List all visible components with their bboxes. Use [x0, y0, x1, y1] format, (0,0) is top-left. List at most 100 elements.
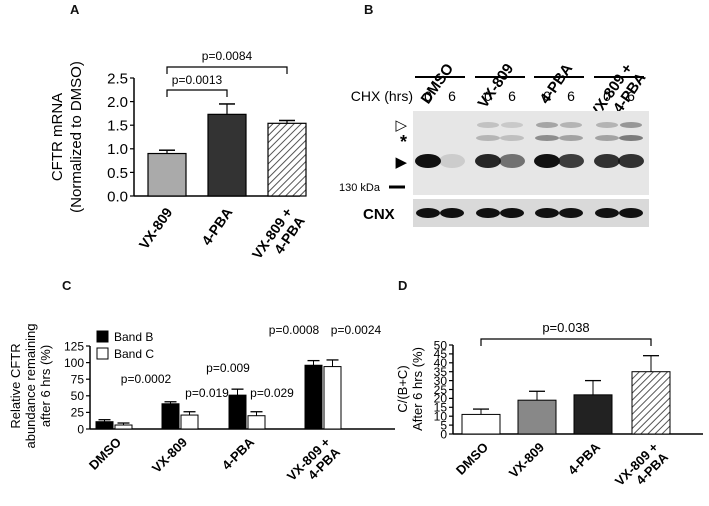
- a-significance-bracket: [166, 66, 288, 74]
- band-b: [594, 154, 620, 168]
- c-y-tick-label: 0: [77, 422, 84, 436]
- a-y-tick-label: 2.5: [107, 70, 128, 87]
- c-p-value: p=0.0002: [121, 372, 172, 386]
- cnx-label: CNX: [363, 206, 395, 223]
- d-x-tick-label: VX-809: [506, 440, 547, 481]
- d-y-label: After 6 hrs (%): [410, 347, 425, 431]
- c-y-tick-label: 25: [71, 406, 85, 420]
- band-b: [558, 154, 584, 168]
- band-c: [619, 135, 643, 141]
- d-y-tick-label: 45: [434, 347, 448, 361]
- a-y-label-group: CFTR mRNA (Normalized to DMSO): [49, 61, 85, 213]
- c-x-tick-label-group: VX-809: [149, 435, 190, 476]
- d-y-label-group: C/(B+C) After 6 hrs (%): [395, 347, 425, 431]
- c-y-tick-label: 100: [64, 356, 84, 370]
- c-legend-label: Band B: [114, 330, 153, 344]
- band-c: [476, 135, 500, 141]
- a-p-value: p=0.0084: [202, 49, 253, 63]
- band-upper: [596, 122, 618, 128]
- chx-time-label: 0: [543, 88, 551, 104]
- blot-membrane: [413, 111, 649, 195]
- c-p-value: p=0.0024: [331, 323, 382, 337]
- star-marker: *: [400, 132, 407, 152]
- c-bar: [161, 403, 180, 430]
- band-b: [499, 154, 525, 168]
- c-p-value: p=0.019: [185, 386, 229, 400]
- a-y-tick-label: 0.0: [107, 188, 128, 205]
- d-x-tick-label: 4-PBA: [565, 439, 604, 478]
- c-p-value: p=0.029: [250, 386, 294, 400]
- band-b: [475, 154, 501, 168]
- a-y-tick-label: 1.0: [107, 141, 128, 158]
- panel-label-b: B: [364, 2, 374, 17]
- c-bar: [323, 366, 342, 430]
- chart-c: 0 25 50 75 100 125 Relative CFTR abundance rema…: [8, 323, 395, 484]
- cnx-band: [535, 208, 559, 218]
- d-y-tick-label: 0: [440, 427, 447, 441]
- c-x-tick-label-group: DMSO: [86, 435, 124, 473]
- a-y-tick-label: 0.5: [107, 165, 128, 182]
- c-y-tick-label: 125: [64, 339, 84, 353]
- d-y-tick-label: 50: [434, 338, 448, 352]
- cnx-band: [559, 208, 583, 218]
- size-marker-label: 130 kDa: [339, 182, 381, 194]
- c-legend-swatch: [96, 330, 109, 343]
- d-y-tick-label: 5: [440, 418, 447, 432]
- band-upper: [477, 122, 499, 128]
- c-y-tick-label: 75: [71, 373, 85, 387]
- d-y-tick-label: 35: [434, 365, 448, 379]
- panel-label-c: C: [62, 278, 72, 293]
- c-y-tick-label: 50: [71, 389, 85, 403]
- d-y-tick-label: 25: [434, 383, 448, 397]
- band-upper: [501, 122, 523, 128]
- c-bar: [304, 364, 323, 430]
- c-y-label-group: Relative CFTR abundance remaining after 6 …: [8, 323, 53, 448]
- band-c: [595, 135, 619, 141]
- d-x-tick-label-group: DMSO: [453, 440, 491, 478]
- c-p-value: p=0.0008: [269, 323, 320, 337]
- d-y-tick-label: 15: [434, 401, 448, 415]
- d-y-tick-label: 40: [434, 356, 448, 370]
- chx-label: CHX (hrs): [351, 88, 413, 104]
- band-c: [535, 135, 559, 141]
- chx-time-label: 0: [603, 88, 611, 104]
- cnx-band: [476, 208, 500, 218]
- filled-arrow-marker: ▶: [395, 154, 407, 171]
- c-bar: [180, 414, 199, 430]
- cnx-band: [440, 208, 464, 218]
- cnx-band: [619, 208, 643, 218]
- a-x-tick-label-group: VX-809: [136, 204, 176, 252]
- band-upper: [560, 122, 582, 128]
- band-b: [618, 154, 644, 168]
- d-y-label: C/(B+C): [395, 365, 410, 412]
- c-y-label: Relative CFTR: [8, 343, 23, 428]
- chx-time-label: 0: [424, 88, 432, 104]
- band-b: [415, 154, 441, 168]
- a-bar: [147, 152, 187, 197]
- a-y-label: CFTR mRNA: [49, 93, 66, 181]
- d-bar: [573, 394, 613, 435]
- c-p-value: p=0.009: [206, 361, 250, 375]
- d-significance-bracket: [480, 338, 652, 346]
- a-x-tick-label: 4-PBA: [198, 205, 235, 249]
- d-y-tick-label: 20: [434, 392, 448, 406]
- c-x-tick-label-group: 4-PBA: [219, 434, 258, 473]
- c-y-label: after 6 hrs (%): [38, 345, 53, 427]
- chart-a: 0.0 0.5 1.0 1.5 2.0 2.5 CFTR mRNA (Normalized t…: [49, 49, 308, 262]
- a-y-tick-label: 2.0: [107, 94, 128, 111]
- band-upper: [536, 122, 558, 128]
- a-bar: [207, 113, 247, 197]
- chx-time-label: 6: [508, 88, 516, 104]
- c-bar: [95, 421, 114, 430]
- d-x-tick-label-group: VX-809: [506, 440, 547, 481]
- d-x-tick-label-group: VX-809 +4-PBA: [612, 439, 672, 488]
- band-upper: [620, 122, 642, 128]
- d-bar: [517, 399, 557, 435]
- a-x-tick-label-group: 4-PBA: [198, 205, 235, 249]
- d-p-value: p=0.038: [542, 320, 589, 335]
- a-y-label: (Normalized to DMSO): [68, 61, 85, 213]
- a-x-tick-label: VX-809: [136, 204, 176, 252]
- chx-time-label: 6: [627, 88, 635, 104]
- band-c: [559, 135, 583, 141]
